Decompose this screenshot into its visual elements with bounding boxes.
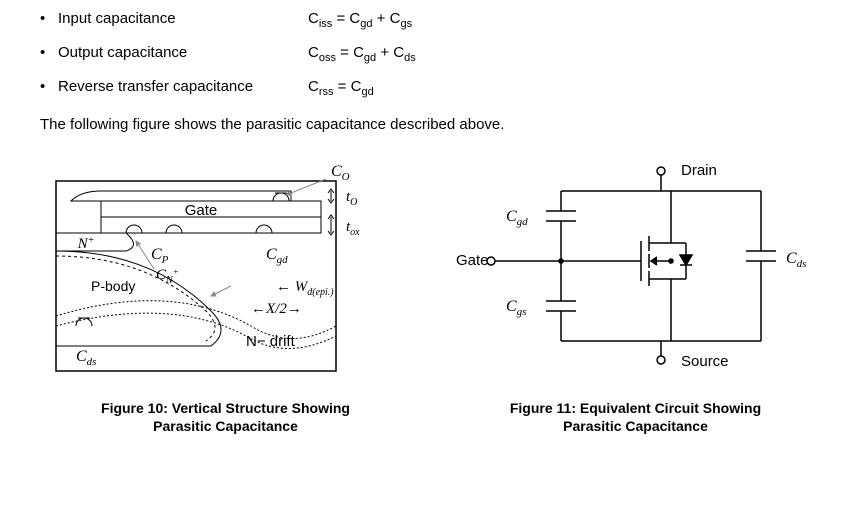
def-formula: Ciss = Cgd + Cgs bbox=[308, 10, 412, 30]
bullet: • bbox=[40, 78, 58, 95]
gate-terminal-label: Gate bbox=[456, 252, 489, 269]
def-formula: Crss = Cgd bbox=[308, 78, 374, 98]
svg-text:Cgd: Cgd bbox=[266, 246, 288, 266]
svg-text:CO: CO bbox=[331, 163, 350, 183]
source-label: Source bbox=[681, 353, 729, 370]
svg-text:Cds: Cds bbox=[786, 250, 806, 270]
svg-text:CN+: CN+ bbox=[156, 267, 179, 286]
svg-text:CP: CP bbox=[151, 246, 169, 266]
def-label: Input capacitance bbox=[58, 10, 308, 27]
svg-text:N+: N+ bbox=[76, 235, 94, 252]
figures-row: Gate N+ P-body CO tO to bbox=[40, 151, 811, 435]
gate-label: Gate bbox=[184, 202, 217, 219]
svg-text:Cds: Cds bbox=[76, 348, 96, 368]
figure-10-svg: Gate N+ P-body CO tO to bbox=[31, 151, 421, 381]
def-row-reverse: • Reverse transfer capacitance Crss = Cg… bbox=[40, 78, 811, 98]
figure-11-caption: Figure 11: Equivalent Circuit Showing Pa… bbox=[451, 399, 821, 435]
svg-text:←X/2→: ←X/2→ bbox=[251, 301, 302, 317]
svg-text:← Wd(epi.): ← Wd(epi.) bbox=[276, 279, 334, 298]
def-label: Output capacitance bbox=[58, 44, 308, 61]
figure-10: Gate N+ P-body CO tO to bbox=[31, 151, 421, 435]
drain-label: Drain bbox=[681, 162, 717, 179]
ndrift-label: N− drift bbox=[246, 333, 296, 350]
bullet: • bbox=[40, 44, 58, 61]
svg-text:Cgd: Cgd bbox=[506, 208, 528, 228]
figure-11: Drain Cgd Gate Cgs bbox=[451, 151, 821, 435]
figure-11-svg: Drain Cgd Gate Cgs bbox=[451, 151, 821, 381]
def-label: Reverse transfer capacitance bbox=[58, 78, 308, 95]
capacitance-definitions: • Input capacitance Ciss = Cgd + Cgs • O… bbox=[40, 10, 811, 98]
svg-text:tO: tO bbox=[346, 189, 357, 208]
pbody-label: P-body bbox=[91, 278, 135, 294]
figure-10-caption: Figure 10: Vertical Structure Showing Pa… bbox=[31, 399, 421, 435]
def-row-output: • Output capacitance Coss = Cgd + Cds bbox=[40, 44, 811, 64]
svg-text:Cgs: Cgs bbox=[506, 298, 526, 318]
intro-text: The following figure shows the parasitic… bbox=[40, 116, 811, 133]
def-row-input: • Input capacitance Ciss = Cgd + Cgs bbox=[40, 10, 811, 30]
def-formula: Coss = Cgd + Cds bbox=[308, 44, 416, 64]
bullet: • bbox=[40, 10, 58, 27]
svg-text:tox: tox bbox=[346, 219, 360, 238]
